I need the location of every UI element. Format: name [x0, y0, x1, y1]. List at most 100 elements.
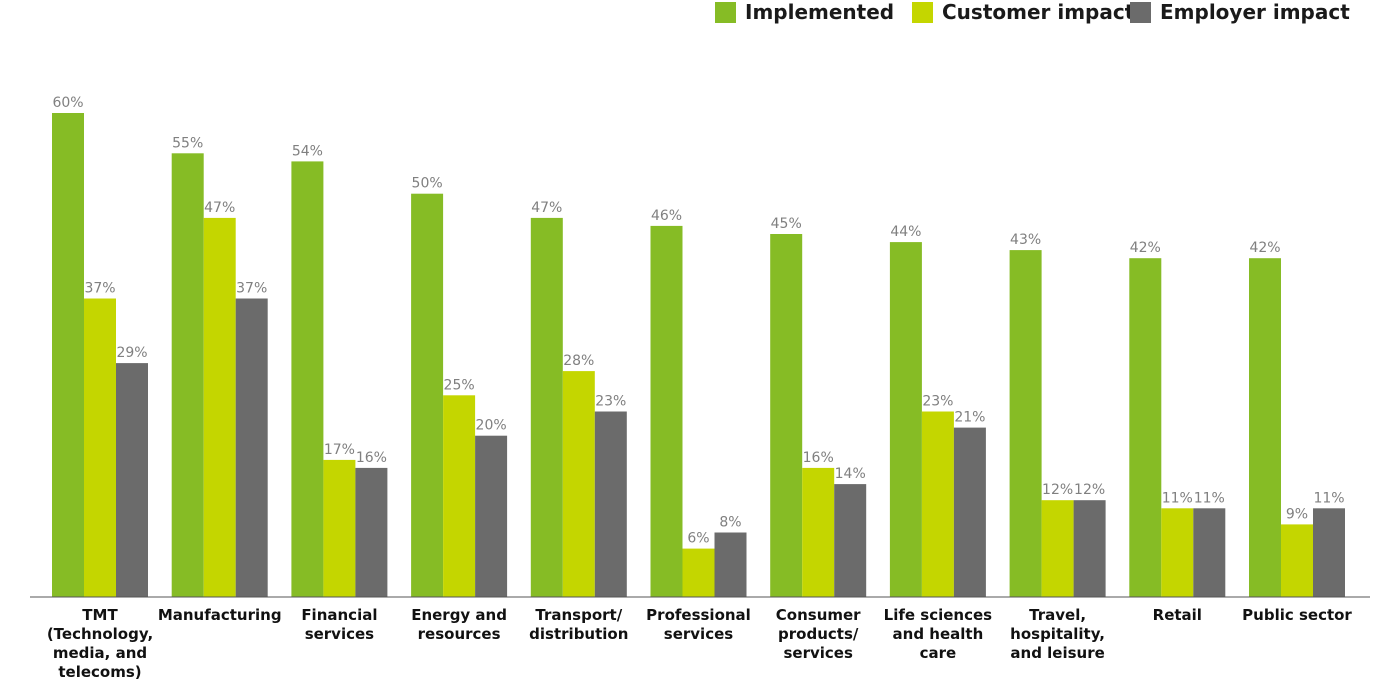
bar — [291, 161, 324, 597]
bar — [1281, 524, 1313, 597]
bar — [1193, 508, 1226, 597]
bar — [443, 395, 476, 597]
bar-group: 45% 16%14% — [770, 216, 867, 597]
data-label: 44% — [890, 224, 921, 240]
data-label: 12% — [1042, 482, 1073, 498]
data-label: 54% — [292, 143, 323, 159]
legend-label: Customer impact — [942, 0, 1135, 24]
bar — [530, 217, 563, 597]
bar — [323, 459, 356, 597]
bar-group: 46% 6% 8% — [650, 208, 747, 597]
bar — [562, 371, 595, 597]
data-label: 23% — [922, 394, 953, 410]
data-label: 25% — [444, 377, 475, 393]
bar-group: 50% 25% 20% — [411, 176, 508, 597]
bar-group: 42% 9% 11% — [1249, 240, 1345, 597]
category-label: Manufacturing — [158, 606, 282, 624]
data-label: 17% — [324, 442, 355, 458]
bar — [1009, 250, 1042, 597]
bar — [1129, 258, 1162, 597]
data-label: 37% — [236, 281, 267, 297]
legend-swatch — [912, 2, 933, 23]
data-label: 43% — [1010, 232, 1041, 248]
legend: Implemented Customer impact Employer impac… — [715, 0, 1350, 24]
category-label: Energy and resources — [411, 606, 507, 643]
legend-item: Implemented — [715, 0, 894, 24]
data-label: 37% — [84, 281, 115, 297]
legend-label: Employer impact — [1160, 0, 1350, 24]
data-label: 11% — [1313, 490, 1344, 506]
bar — [235, 298, 268, 597]
data-label: 50% — [412, 176, 443, 192]
bar-group: 55% 47% 37% — [171, 135, 268, 598]
category-label: Professional services — [646, 606, 751, 643]
bar — [650, 225, 683, 597]
legend-item: Customer impact — [912, 0, 1135, 24]
data-label: 28% — [563, 353, 594, 369]
bar — [475, 435, 508, 597]
data-label: 11% — [1162, 490, 1193, 506]
bar — [682, 548, 715, 597]
category-label: Transport/distribution — [529, 606, 628, 643]
bar — [770, 234, 803, 597]
legend-swatch — [715, 2, 736, 23]
data-label: 14% — [835, 466, 866, 482]
bar-group: 44% 23%21% — [889, 224, 986, 597]
data-label: 46% — [651, 208, 682, 224]
bar-group: 42% 11% 11% — [1129, 240, 1226, 597]
category-labels: TMT (Technology, media, and telecoms) Manufa… — [47, 606, 1353, 681]
bar-group: 60% 37% 29% — [52, 95, 148, 597]
bar — [889, 242, 922, 597]
data-label: 16% — [803, 450, 834, 466]
bar — [355, 467, 388, 597]
bar — [203, 217, 236, 597]
bar — [1073, 500, 1106, 597]
bar — [1161, 508, 1194, 597]
bar — [1249, 258, 1281, 597]
data-label: 9% — [1286, 506, 1308, 522]
category-label: Public sector — [1242, 606, 1352, 624]
data-label: 20% — [476, 418, 507, 434]
data-label: 47% — [204, 200, 235, 216]
category-label: Financial services — [301, 606, 377, 643]
category-label: Retail — [1153, 606, 1202, 624]
bar — [834, 484, 867, 597]
bar — [802, 467, 835, 597]
bar-group: 54% 17% 16% — [291, 143, 388, 597]
bar — [1041, 500, 1074, 597]
data-label: 29% — [116, 345, 147, 361]
bar — [84, 298, 116, 597]
bar — [714, 532, 747, 597]
category-label: Travel, hospitality, and leisure — [1010, 606, 1105, 662]
bar — [116, 363, 148, 597]
legend-swatch — [1130, 2, 1151, 23]
data-label: 6% — [687, 531, 709, 547]
bar — [52, 113, 84, 597]
bar — [594, 411, 627, 597]
data-label: 16% — [356, 450, 387, 466]
bar — [953, 427, 986, 597]
data-label: 47% — [531, 200, 562, 216]
bar — [171, 153, 204, 598]
data-label: 42% — [1249, 240, 1280, 256]
category-label: Life sciences and health care — [884, 606, 992, 662]
category-label: Consumer products/services — [776, 606, 861, 662]
bar-group: 43% 12% 12% — [1009, 232, 1106, 597]
legend-item: Employer impact — [1130, 0, 1350, 24]
data-label: 55% — [172, 135, 203, 151]
bar — [411, 193, 444, 597]
bars: 60%37%29%55%47%37%54%17% 16%50%25%20%47%2… — [52, 95, 1345, 598]
data-label: 42% — [1130, 240, 1161, 256]
legend-label: Implemented — [745, 0, 894, 24]
data-label: 12% — [1074, 482, 1105, 498]
bar — [921, 411, 954, 597]
data-label: 60% — [52, 95, 83, 111]
data-label: 45% — [771, 216, 802, 232]
data-label: 23% — [595, 394, 626, 410]
data-label: 11% — [1194, 490, 1225, 506]
data-label: 21% — [954, 410, 985, 426]
bar-group: 47% 28% 23% — [530, 200, 627, 597]
bar — [1313, 508, 1345, 597]
data-label: 8% — [719, 515, 741, 531]
